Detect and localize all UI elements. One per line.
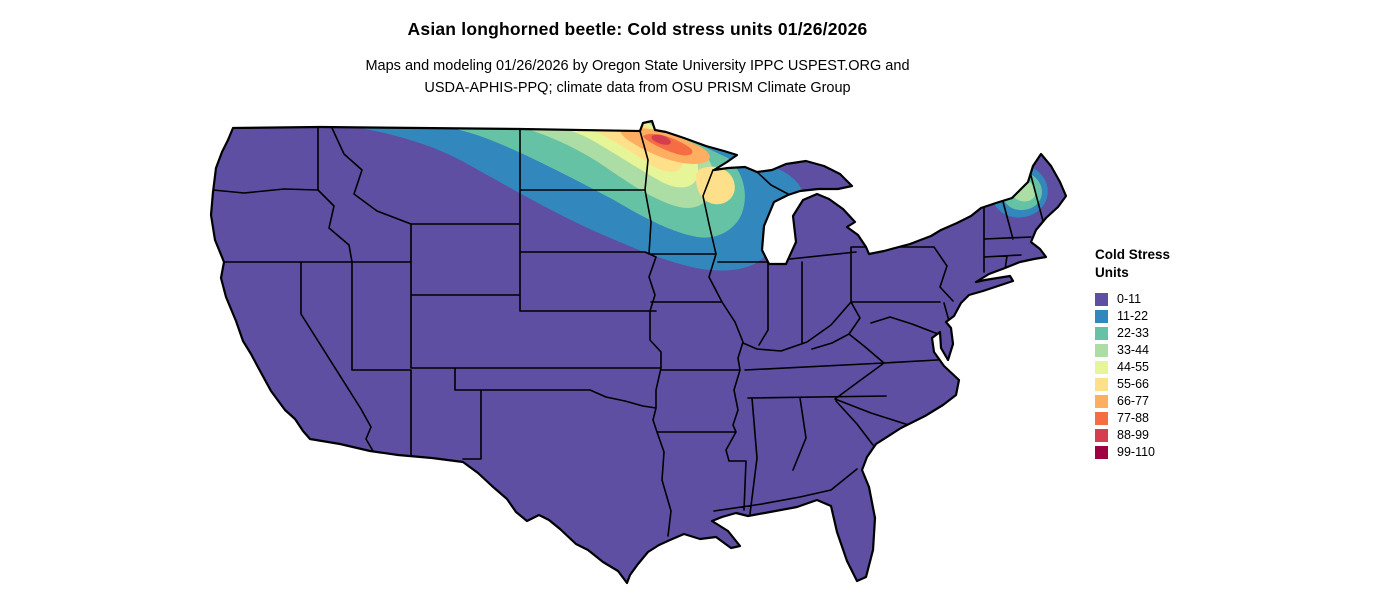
legend-item: 0-11 — [1095, 291, 1215, 308]
legend-label: 33-44 — [1117, 343, 1149, 357]
cold-stress-band-55-66 — [588, 123, 735, 205]
legend-label: 99-110 — [1117, 445, 1155, 459]
legend-swatch — [1095, 361, 1108, 374]
legend-label: 11-22 — [1117, 309, 1149, 323]
cold-stress-band-88-99 — [651, 134, 671, 145]
legend-swatch — [1095, 378, 1108, 391]
subtitle-line-1: Maps and modeling 01/26/2026 by Oregon S… — [365, 58, 910, 74]
map-title: Asian longhorned beetle: Cold stress uni… — [407, 19, 868, 39]
legend-item: 22-33 — [1095, 325, 1215, 342]
legend-label: 22-33 — [1117, 326, 1149, 340]
legend-item: 11-22 — [1095, 308, 1215, 325]
legend-item: 66-77 — [1095, 393, 1215, 410]
legend-swatch — [1095, 412, 1108, 425]
legend-swatch — [1095, 429, 1108, 442]
legend-swatch — [1095, 344, 1108, 357]
legend-label: 0-11 — [1117, 292, 1142, 306]
legend-label: 66-77 — [1117, 394, 1149, 408]
subtitle-line-2: USDA-APHIS-PPQ; climate data from OSU PR… — [424, 80, 851, 96]
legend-swatch — [1095, 293, 1108, 306]
legend-title-line-2: Units — [1095, 265, 1129, 280]
legend-title-line-1: Cold Stress — [1095, 247, 1171, 262]
legend-item: 88-99 — [1095, 427, 1215, 444]
legend-item: 55-66 — [1095, 376, 1215, 393]
state-borders — [212, 127, 1044, 537]
legend: Cold Stress Units 0-11 11-22 22-33 33-44… — [1095, 246, 1215, 461]
us-outline — [209, 119, 1068, 585]
legend-swatch — [1095, 446, 1108, 459]
legend-items: 0-11 11-22 22-33 33-44 44-55 55-66 66-77… — [1095, 291, 1215, 461]
legend-label: 77-88 — [1117, 411, 1149, 425]
legend-label: 88-99 — [1117, 428, 1149, 442]
legend-swatch — [1095, 327, 1108, 340]
legend-item: 77-88 — [1095, 410, 1215, 427]
legend-label: 44-55 — [1117, 360, 1149, 374]
legend-item: 44-55 — [1095, 359, 1215, 376]
legend-label: 55-66 — [1117, 377, 1149, 391]
legend-item: 33-44 — [1095, 342, 1215, 359]
legend-swatch — [1095, 310, 1108, 323]
legend-title: Cold Stress Units — [1095, 246, 1215, 282]
map-subtitle: Maps and modeling 01/26/2026 by Oregon S… — [0, 55, 1275, 99]
legend-item: 99-110 — [1095, 444, 1215, 461]
legend-swatch — [1095, 395, 1108, 408]
